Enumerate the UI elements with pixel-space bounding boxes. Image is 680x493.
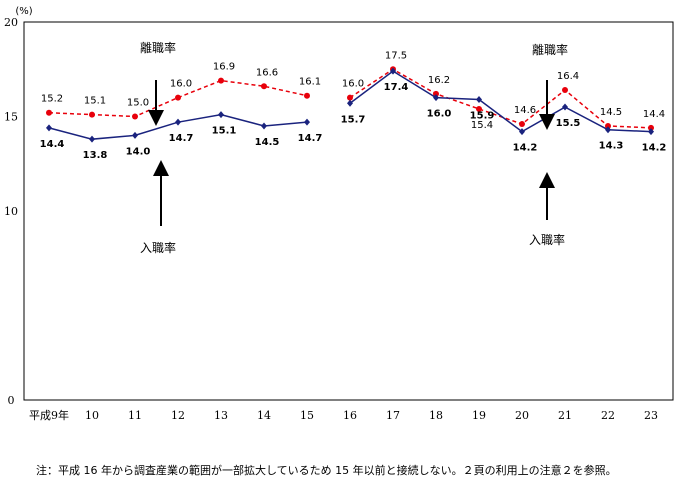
data-label: 14.6 — [514, 105, 536, 116]
data-point — [605, 122, 611, 129]
data-point — [218, 77, 224, 84]
data-label: 16.0 — [342, 79, 364, 90]
y-tick-label: 15 — [4, 111, 18, 124]
data-point — [519, 121, 525, 128]
x-tick-label: 12 — [171, 409, 185, 422]
data-point — [476, 95, 482, 103]
data-label: 14.7 — [298, 133, 323, 144]
y-tick-label: 20 — [4, 16, 18, 29]
data-label: 16.4 — [557, 71, 579, 82]
data-point — [648, 124, 654, 131]
data-labels: 15.2 15.1 15.0 16.0 16.9 16.6 16.1 16.0 17.5 16.2… — [40, 50, 667, 161]
y-tick-label: 10 — [4, 205, 18, 218]
data-label: 15.9 — [470, 110, 495, 121]
data-point — [261, 83, 267, 90]
y-tick-labels: 0 10 15 20 — [4, 16, 18, 407]
data-label: 14.7 — [169, 133, 194, 144]
data-point — [261, 122, 267, 130]
plot-area — [23, 21, 674, 401]
data-label: 14.4 — [643, 109, 665, 120]
x-tick-labels: 平成9年 10 11 12 13 14 15 16 17 18 19 20 21 22 23 — [29, 408, 658, 422]
data-label: 14.5 — [600, 107, 622, 118]
x-tick-label: 16 — [343, 409, 357, 422]
x-tick-label: 23 — [644, 409, 658, 422]
data-point — [175, 94, 181, 101]
data-label: 16.6 — [256, 67, 278, 78]
data-point — [562, 87, 568, 94]
x-tick-label: 15 — [300, 409, 314, 422]
series-line — [349, 68, 652, 129]
data-point — [132, 131, 138, 139]
data-label: 16.0 — [427, 109, 452, 120]
x-tick-label: 10 — [85, 409, 99, 422]
data-point — [132, 113, 138, 120]
data-point — [304, 118, 310, 126]
data-label: 16.9 — [213, 62, 235, 73]
data-point — [562, 103, 568, 111]
data-label: 14.5 — [255, 137, 280, 148]
data-label: 15.4 — [471, 120, 493, 131]
data-point — [89, 135, 95, 143]
x-tick-label: 平成9年 — [29, 408, 69, 422]
data-label: 16.0 — [170, 79, 192, 90]
y-unit-label: (%) — [15, 6, 32, 17]
data-label: 15.1 — [84, 96, 106, 107]
data-point — [433, 94, 439, 102]
data-point — [605, 126, 611, 134]
x-tick-label: 20 — [515, 409, 529, 422]
series-layer — [46, 66, 654, 143]
data-label: 14.3 — [599, 141, 624, 152]
data-point — [89, 111, 95, 118]
x-tick-label: 11 — [128, 409, 142, 422]
data-label: 14.2 — [642, 143, 667, 154]
x-tick-label: 19 — [472, 409, 486, 422]
data-label: 15.5 — [556, 118, 581, 129]
data-point — [519, 128, 525, 136]
annotation-label: 入職率 — [140, 240, 176, 255]
data-label: 14.0 — [126, 146, 151, 157]
x-tick-label: 13 — [214, 409, 228, 422]
data-label: 14.2 — [513, 143, 538, 154]
data-label: 15.2 — [41, 94, 63, 105]
x-tick-label: 18 — [429, 409, 443, 422]
data-label: 13.8 — [83, 150, 108, 161]
data-label: 15.7 — [341, 114, 366, 125]
data-point — [175, 118, 181, 126]
data-point — [46, 109, 52, 116]
y-tick-label: 0 — [8, 394, 15, 407]
annotation-label: 離職率 — [140, 40, 176, 55]
annotation-label: 離職率 — [532, 42, 568, 57]
x-tick-label: 17 — [386, 409, 400, 422]
x-tick-label: 22 — [601, 409, 615, 422]
series-line — [349, 70, 652, 133]
data-point — [476, 105, 482, 112]
data-point — [390, 67, 396, 75]
annotation-label: 入職率 — [529, 232, 565, 247]
data-point — [218, 111, 224, 119]
data-label: 17.5 — [385, 50, 407, 61]
data-point — [304, 92, 310, 99]
data-label: 14.4 — [40, 139, 65, 150]
footnote: 注：平成 16 年から調査産業の範囲が一部拡大しているため 15 年以前と接続し… — [36, 464, 617, 477]
data-label: 15.0 — [127, 98, 149, 109]
x-tick-label: 14 — [257, 409, 271, 422]
data-point — [648, 128, 654, 136]
data-point — [433, 90, 439, 97]
data-label: 16.1 — [299, 77, 321, 88]
data-point — [46, 124, 52, 132]
x-tick-label: 21 — [558, 409, 572, 422]
data-label: 16.2 — [428, 75, 450, 86]
data-point — [347, 94, 353, 101]
data-point — [347, 99, 353, 107]
data-label: 17.4 — [384, 82, 409, 93]
data-label: 15.1 — [212, 126, 237, 137]
